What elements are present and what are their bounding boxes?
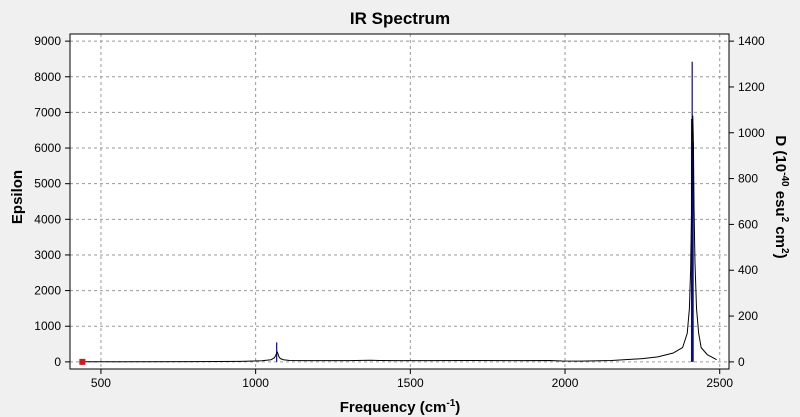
spectrum-line	[79, 115, 717, 363]
y-tick-label: 5000	[34, 177, 61, 191]
x-tick-label: 2000	[552, 376, 579, 390]
y-tick-label: 7000	[34, 105, 61, 119]
x-tick-label: 1000	[242, 376, 269, 390]
y-tick-label: 0	[54, 355, 61, 369]
y-tick-label: 9000	[34, 34, 61, 48]
y2-tick-label: 0	[738, 355, 745, 369]
y-tick-label: 2000	[34, 284, 61, 298]
y-tick-label: 8000	[34, 70, 61, 84]
chart-title: IR Spectrum	[350, 9, 450, 28]
x-tick-label: 1500	[397, 376, 424, 390]
x-tick-label: 500	[91, 376, 111, 390]
y2-tick-label: 1000	[738, 126, 765, 140]
y2-tick-label: 1200	[738, 80, 765, 94]
y2-tick-label: 400	[738, 263, 758, 277]
y-tick-label: 4000	[34, 212, 61, 226]
y-tick-label: 1000	[34, 319, 61, 333]
plot-area	[70, 34, 729, 369]
x-tick-label: 2500	[706, 376, 733, 390]
y-tick-label: 6000	[34, 141, 61, 155]
data-marker	[79, 358, 86, 365]
y2-tick-label: 1400	[738, 34, 765, 48]
y-axis-label: Epsilon	[9, 170, 26, 224]
y2-axis-label: D (10-40 esu2 cm2)	[772, 135, 790, 258]
y2-tick-label: 800	[738, 172, 758, 186]
y2-tick-label: 600	[738, 217, 758, 231]
y-tick-label: 3000	[34, 248, 61, 262]
y2-tick-label: 200	[738, 309, 758, 323]
x-axis-label: Frequency (cm-1)	[340, 398, 461, 416]
plot-frame	[69, 33, 730, 370]
